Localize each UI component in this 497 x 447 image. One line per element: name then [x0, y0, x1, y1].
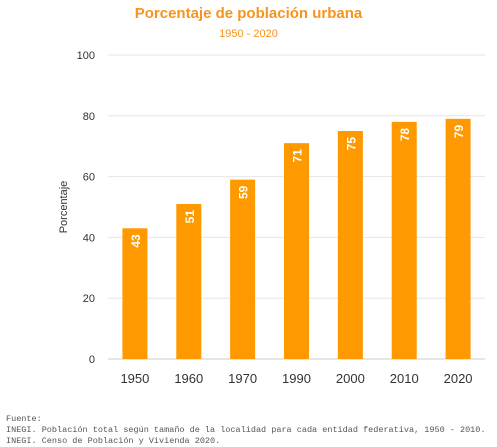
x-tick-label: 2020 — [444, 371, 473, 386]
y-tick-label: 40 — [83, 232, 95, 244]
y-axis-label: Porcentaje — [58, 181, 70, 234]
bar-value-label: 75 — [344, 137, 358, 151]
source-line-1: INEGI. Población total según tamaño de l… — [6, 425, 486, 435]
x-tick-label: 1990 — [282, 371, 311, 386]
x-tick-label: 1960 — [174, 371, 203, 386]
x-tick-label: 1950 — [120, 371, 149, 386]
bar-chart: 0 20 40 60 80 100 Porcentaje 43 1950 51 1960 59 1970… — [58, 50, 485, 386]
bar — [230, 179, 256, 359]
bar — [391, 121, 417, 359]
x-tick-label: 2010 — [390, 371, 419, 386]
bar — [122, 228, 148, 359]
x-tick-label: 2000 — [336, 371, 365, 386]
bar-value-label: 51 — [183, 210, 197, 224]
source-line-2: INEGI. Censo de Población y Vivienda 202… — [6, 436, 221, 446]
chart-subtitle: 1950 - 2020 — [219, 28, 278, 40]
bar — [176, 203, 202, 359]
bar-value-label: 59 — [237, 185, 251, 199]
y-tick-label: 80 — [83, 111, 95, 123]
bar-value-label: 71 — [291, 149, 305, 163]
bar-value-label: 79 — [452, 125, 466, 139]
source-label: Fuente: — [6, 414, 42, 424]
bar — [445, 118, 471, 359]
chart-title: Porcentaje de población urbana — [134, 5, 363, 22]
y-tick-label: 60 — [83, 172, 95, 184]
bar — [337, 131, 363, 359]
y-tick-label: 0 — [89, 354, 95, 366]
bar — [284, 143, 309, 359]
bar-value-label: 78 — [398, 128, 412, 142]
source-note: Fuente:INEGI. Población total según tama… — [6, 414, 497, 447]
bar-value-label: 43 — [129, 234, 143, 248]
y-tick-label: 100 — [77, 50, 95, 62]
x-tick-label: 1970 — [228, 371, 257, 386]
y-tick-label: 20 — [83, 293, 95, 305]
